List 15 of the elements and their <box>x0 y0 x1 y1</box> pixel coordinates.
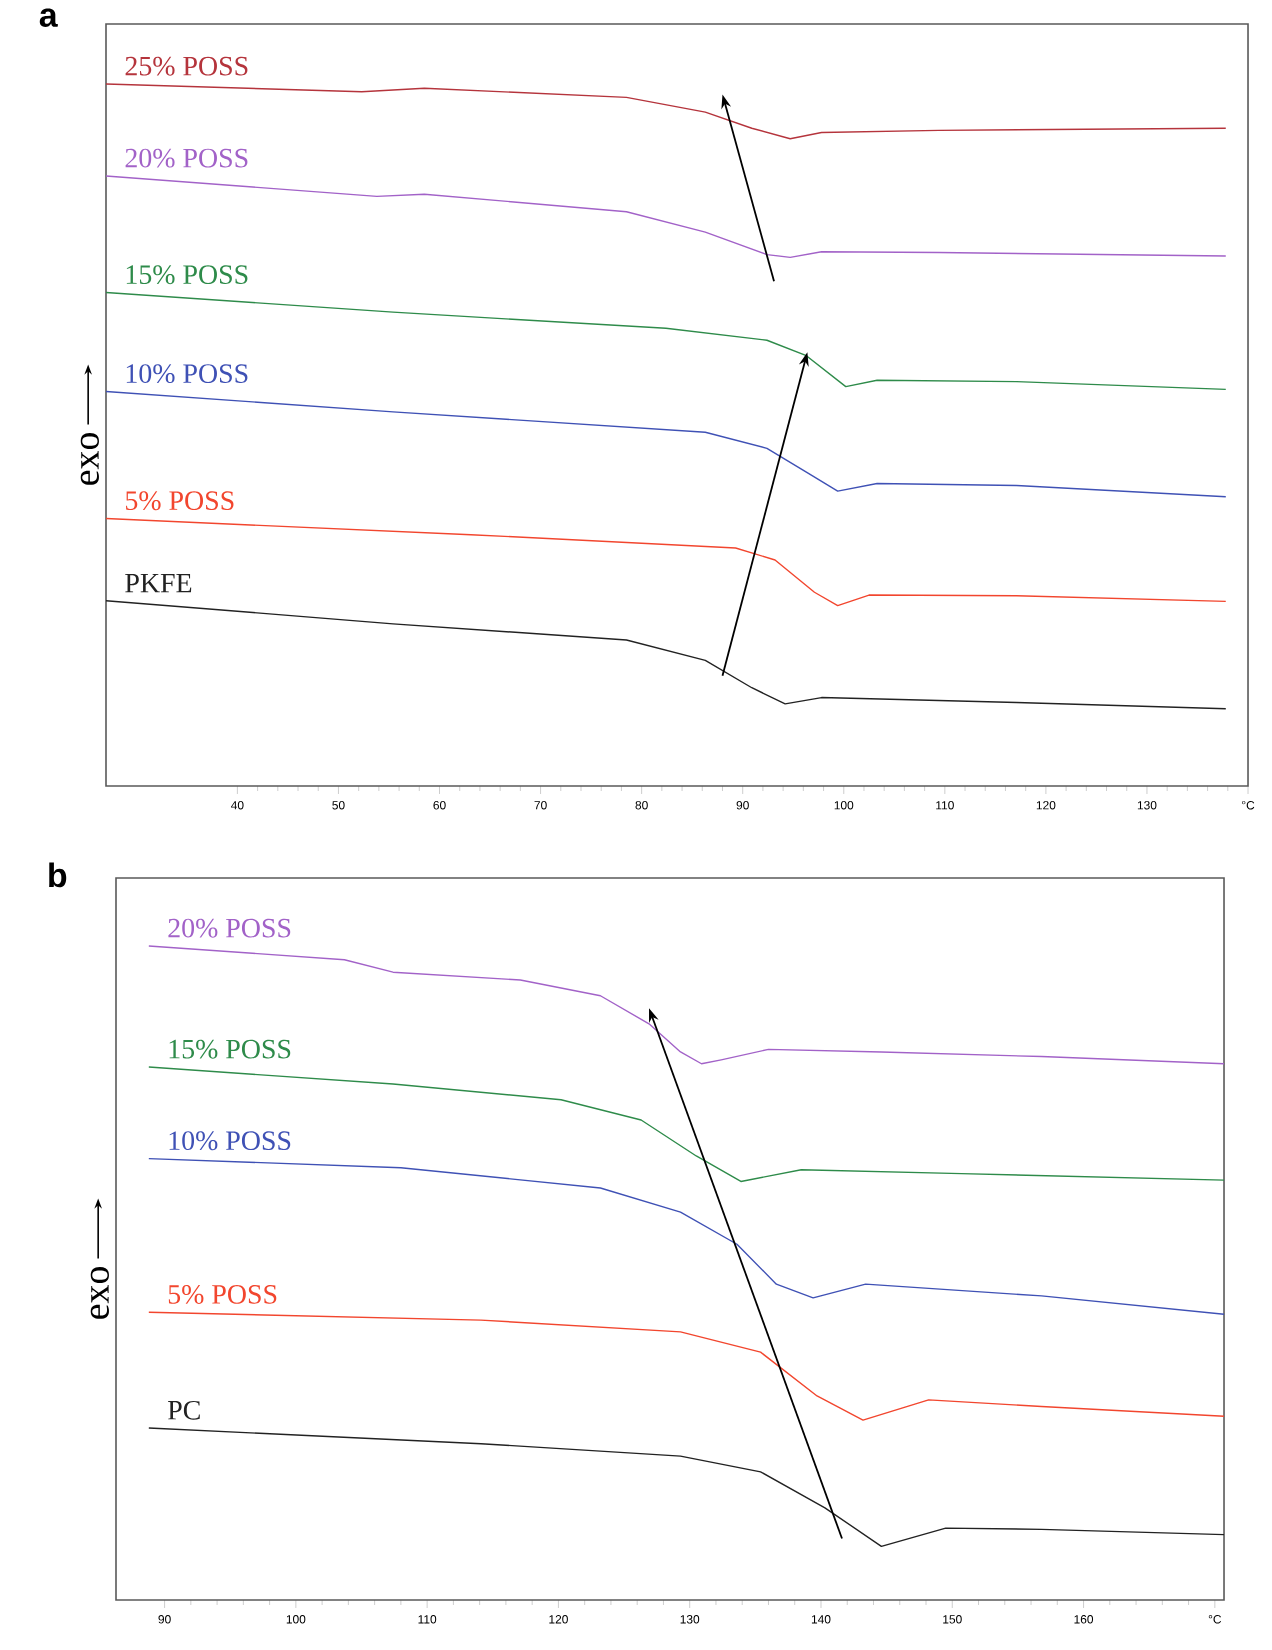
series-label: 5% POSS <box>168 1284 277 1304</box>
series-label: 25% POSS <box>125 56 248 76</box>
series-label: 15% POSS <box>126 265 248 285</box>
series-label: 15% POSS <box>169 1039 291 1059</box>
series-label: 20% POSS <box>168 918 291 938</box>
series-label: PC <box>168 1400 200 1420</box>
series-label: 20% POSS <box>125 148 248 168</box>
series-label: 10% POSS <box>126 364 248 384</box>
y-axis-title: exo <box>90 1267 109 1319</box>
series-label: PKFE <box>125 574 192 593</box>
chart-title: a <box>39 8 58 28</box>
series-label: 5% POSS <box>126 491 234 511</box>
y-axis-title: exo <box>80 433 99 485</box>
chart-title: b <box>49 862 67 888</box>
series-label: 10% POSS <box>169 1131 291 1151</box>
